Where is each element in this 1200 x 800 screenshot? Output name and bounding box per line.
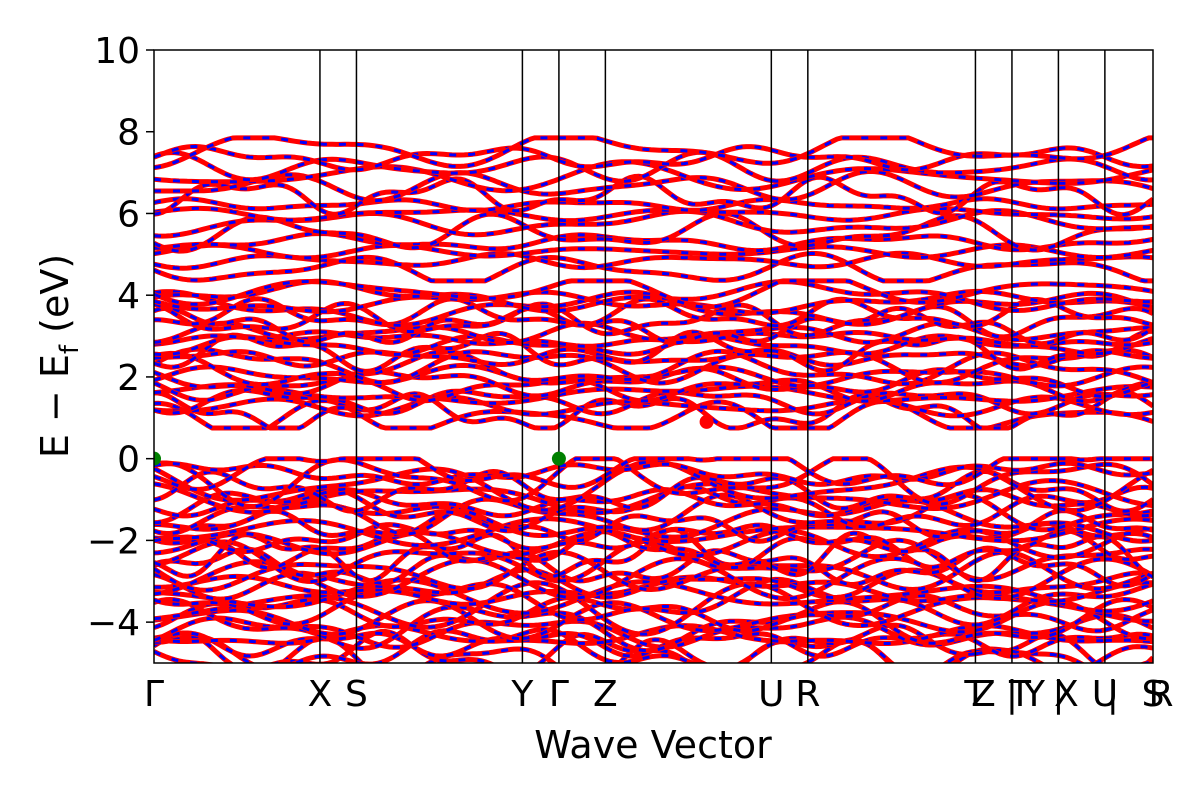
band-lines [154,135,1153,663]
x-tick-label: X [308,674,333,715]
band-line-dashed [154,556,1153,600]
y-tick-label: 4 [117,276,140,317]
band-line-dashed [154,136,1153,170]
y-tick-label: −2 [87,521,140,562]
x-tick-label: Y [1022,674,1046,715]
band-line-dashed [154,623,1153,663]
band-line-dashed [154,144,1153,172]
y-axis-title-subscript: f [55,344,85,354]
band-line-dashed [154,499,1153,543]
x-tick-label: T [963,674,987,715]
y-tick-label: 10 [94,31,140,72]
y-tick-label: 0 [117,440,140,481]
x-tick-label: X [1054,674,1079,715]
band-line-dashed [154,363,1153,388]
y-axis-ticks: −4 −2 0 2 4 6 8 10 [87,31,154,644]
band-line-dashed [154,251,1153,283]
y-axis-title: E − Ef (eV) [33,254,85,458]
x-tick-label: Z [971,674,996,715]
x-tick-label: U [758,674,784,715]
band-line-dashed [154,493,1153,536]
band-line-dashed [154,457,1153,491]
x-tick-label: | [1107,674,1119,715]
x-tick-label: | [1052,674,1064,715]
band-line-dashed [154,546,1153,588]
y-axis-title-main: E − E [33,354,77,458]
band-line-dashed [154,460,1153,512]
x-tick-label: Γ [144,674,164,715]
x-tick-label: | [1006,674,1018,715]
band-line-dashed [154,206,1153,223]
plot-frame [153,49,1154,664]
band-line-dashed [154,391,1153,430]
y-tick-label: 2 [117,358,140,399]
x-tick-label: Γ [549,674,569,715]
y-tick-label: 6 [117,194,140,235]
y-tick-label: 8 [117,113,140,154]
extrema-markers [154,414,714,466]
x-tick-label: T [1008,674,1032,715]
x-tick-label: S [1142,674,1165,715]
y-axis-title-unit: (eV) [33,254,77,333]
x-tick-label: Z [593,674,618,715]
x-tick-label: R [1148,674,1173,715]
band-line-dashed [154,279,1153,313]
band-line-dashed [154,487,1153,518]
band-line-dashed [154,527,1153,560]
svg-text:E − Ef (eV): E − Ef (eV) [33,254,85,458]
x-tick-label: Y [510,674,534,715]
y-tick-label: −4 [87,603,140,644]
band-line-dashed [154,251,1153,270]
band-line-dashed [154,631,1153,658]
band-line-dashed [154,279,1153,309]
extremum-marker [551,451,566,466]
x-tick-label: S [345,674,368,715]
x-axis-ticks: Γ X S Y Γ Z U R TZ |TY |X U| SR [144,674,1174,715]
band-line-dashed [154,174,1153,217]
x-tick-label: U [1092,674,1118,715]
extremum-marker [154,451,161,466]
x-tick-label: R [795,674,820,715]
extremum-marker [699,414,714,429]
band-line-dashed [154,461,1153,486]
band-line-dashed [154,529,1153,570]
band-line-dashed [154,329,1153,373]
high-symmetry-lines [319,50,1106,663]
x-axis-title: Wave Vector [534,723,772,767]
band-line-dashed [154,212,1153,253]
